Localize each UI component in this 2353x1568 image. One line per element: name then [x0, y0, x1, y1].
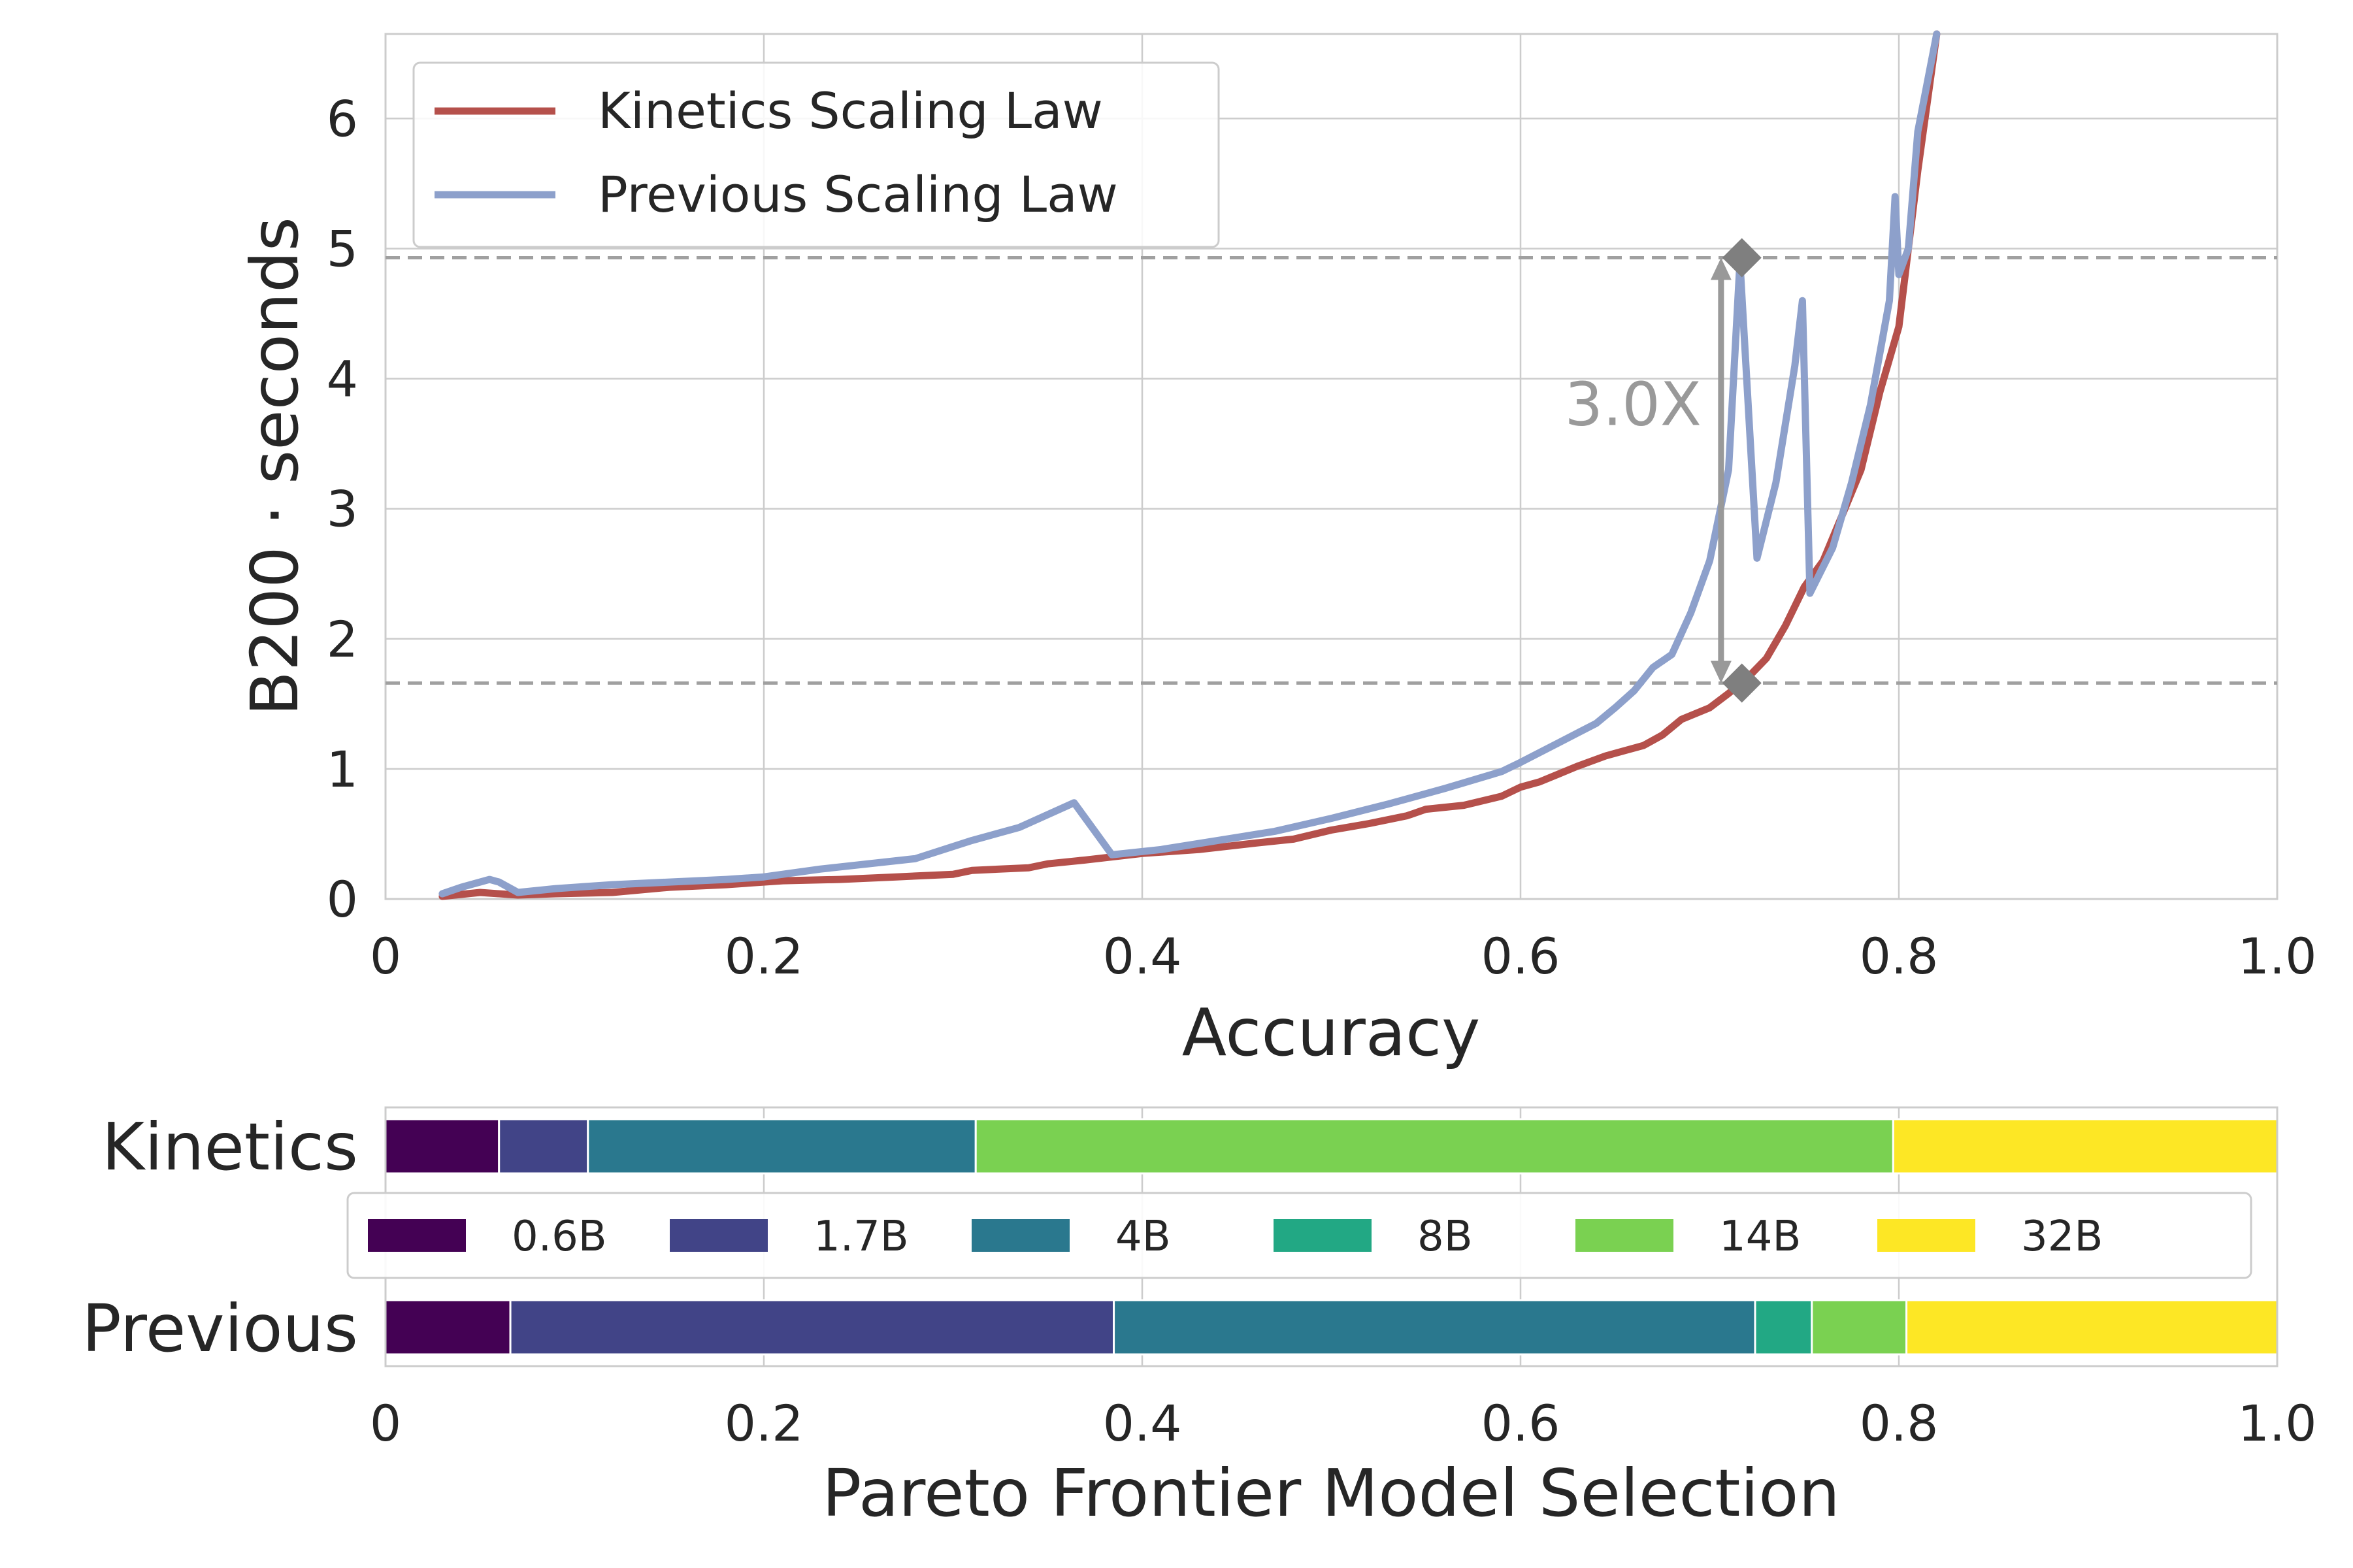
bar-segment-previous-1.7b — [509, 1299, 1115, 1356]
bar-x-tick-labels: 0 0.2 0.4 0.6 0.8 1.0 — [370, 1394, 2317, 1452]
bar-legend-swatch — [1877, 1219, 1975, 1252]
ratio-arrow-head-up — [1710, 257, 1732, 280]
line-legend-box — [412, 61, 1220, 248]
bar-segment-kinetics-1.7b — [498, 1118, 589, 1175]
bar-legend-label: 1.7B — [814, 1213, 909, 1261]
bar-x-tick-label: 0.6 — [1481, 1394, 1560, 1452]
bar-legend-label: 14B — [1719, 1213, 1801, 1261]
bar-segments — [384, 1118, 2279, 1356]
series-line-kinetics — [438, 30, 1941, 900]
x-tick-labels: 0 0.2 0.4 0.6 0.8 1.0 — [370, 927, 2317, 985]
bar-segment-kinetics-0.6b — [384, 1118, 501, 1175]
ratio-arrow-head-down — [1710, 661, 1732, 683]
y-tick-label: 0 — [327, 870, 358, 928]
legend-label: Previous Scaling Law — [598, 165, 1118, 223]
x-tick-label: 1.0 — [2238, 927, 2317, 985]
y-tick-label: 2 — [327, 610, 358, 668]
bar-x-tick-label: 1.0 — [2238, 1394, 2317, 1452]
legend-label: Kinetics Scaling Law — [598, 82, 1103, 140]
line-chart: 3.0X 0 0.2 0.4 0.6 0.8 1.0 0 1 2 3 4 5 6 Accuracy B… — [237, 30, 2317, 1071]
bar-segment-kinetics-32b — [1892, 1118, 2279, 1175]
bar-legend-swatch — [1274, 1219, 1372, 1252]
bar-legend-label: 0.6B — [512, 1213, 607, 1261]
bar-legend-swatch — [670, 1219, 768, 1252]
line-chart-frame — [384, 33, 2279, 900]
category-labels: Kinetics Previous — [82, 1109, 358, 1367]
bar-x-axis-label: Pareto Frontier Model Selection — [822, 1455, 1840, 1531]
bar-chart: Kinetics Previous 0.6B 1.7B 4B 8B 14B 32B 0 0.2… — [82, 1106, 2317, 1531]
bar-legend-label: 32B — [2021, 1213, 2103, 1261]
bar-segment-previous-0.6b — [384, 1299, 512, 1356]
bar-segment-kinetics-14b — [974, 1118, 1894, 1175]
x-axis-label: Accuracy — [1182, 994, 1481, 1071]
bar-legend-swatch — [972, 1219, 1070, 1252]
x-tick-label: 0.4 — [1103, 927, 1182, 985]
bar-x-tick-label: 0.4 — [1103, 1394, 1182, 1452]
y-axis-label: B200 · seconds — [237, 217, 313, 716]
bar-segment-previous-14b — [1811, 1299, 1908, 1356]
diamond-marker — [1722, 663, 1762, 703]
y-tick-labels: 0 1 2 3 4 5 6 — [327, 90, 358, 928]
y-tick-label: 1 — [327, 740, 358, 798]
bar-legend-label: 8B — [1417, 1213, 1473, 1261]
x-tick-label: 0 — [370, 927, 401, 985]
ratio-annotation: 3.0X — [1565, 238, 1762, 703]
bar-segment-previous-4b — [1113, 1299, 1756, 1356]
reference-lines — [386, 255, 2277, 685]
category-label: Kinetics — [102, 1109, 358, 1185]
diamond-marker — [1722, 238, 1762, 278]
ratio-annotation-text: 3.0X — [1565, 369, 1702, 439]
bar-x-tick-label: 0.8 — [1860, 1394, 1939, 1452]
bar-legend: 0.6B 1.7B 4B 8B 14B 32B — [346, 1192, 2252, 1279]
y-tick-label: 5 — [327, 220, 358, 278]
series-line-previous — [438, 30, 1941, 898]
bar-legend-swatch — [368, 1219, 466, 1252]
y-tick-label: 4 — [327, 350, 358, 408]
bar-legend-label: 4B — [1115, 1213, 1171, 1261]
x-tick-label: 0.8 — [1860, 927, 1939, 985]
bar-segment-previous-8b — [1754, 1299, 1813, 1356]
line-legend: Kinetics Scaling Law Previous Scaling Law — [412, 61, 1220, 248]
y-tick-label: 3 — [327, 480, 358, 538]
bar-x-tick-label: 0.2 — [725, 1394, 804, 1452]
bar-x-tick-label: 0 — [370, 1394, 401, 1452]
x-tick-label: 0.6 — [1481, 927, 1560, 985]
bar-segment-kinetics-4b — [587, 1118, 977, 1175]
line-series — [438, 30, 1941, 900]
bar-segment-previous-32b — [1905, 1299, 2279, 1356]
category-label: Previous — [82, 1290, 358, 1367]
bar-legend-swatch — [1575, 1219, 1673, 1252]
y-tick-label: 6 — [327, 90, 358, 148]
x-tick-label: 0.2 — [725, 927, 804, 985]
